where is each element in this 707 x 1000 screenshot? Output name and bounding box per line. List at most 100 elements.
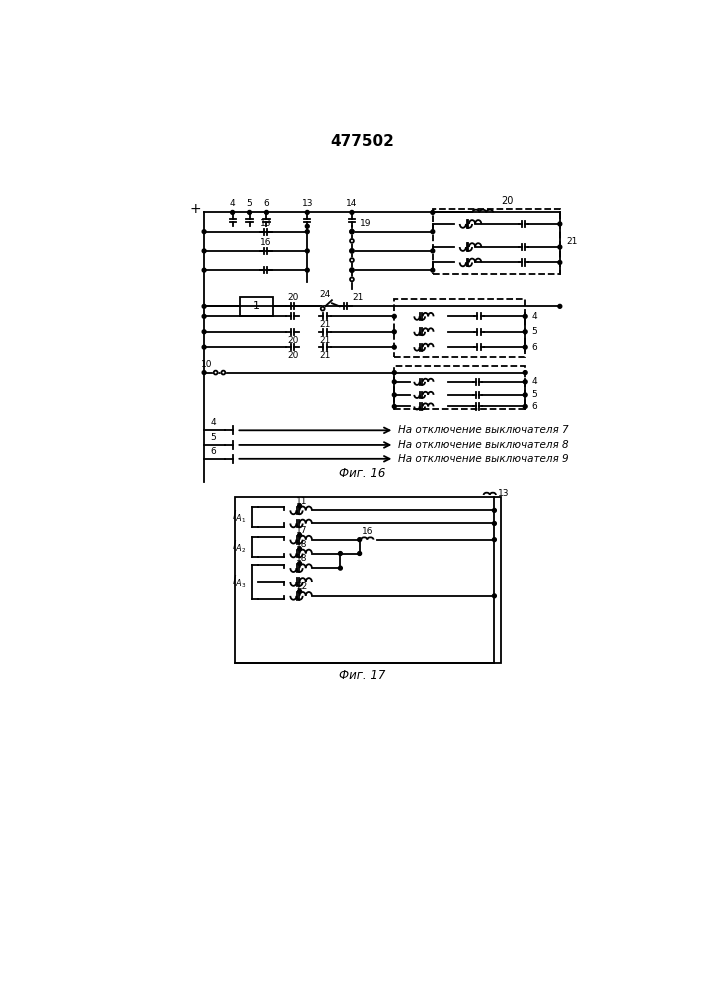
Text: Фиг. 16: Фиг. 16 (339, 467, 385, 480)
Circle shape (392, 345, 396, 349)
Text: 17: 17 (296, 526, 308, 535)
Text: 20: 20 (287, 351, 298, 360)
Text: 18: 18 (296, 554, 308, 563)
Circle shape (523, 314, 527, 318)
Circle shape (431, 230, 435, 234)
Text: 21: 21 (566, 237, 578, 246)
Circle shape (523, 345, 527, 349)
Circle shape (431, 210, 435, 214)
Bar (240, 297, 273, 316)
Circle shape (358, 552, 361, 555)
Circle shape (523, 405, 527, 408)
Circle shape (202, 345, 206, 349)
Text: 21: 21 (320, 351, 331, 360)
Text: 6: 6 (532, 343, 537, 352)
Text: 4: 4 (532, 377, 537, 386)
Circle shape (202, 230, 206, 234)
Circle shape (321, 307, 325, 311)
Circle shape (493, 508, 496, 512)
Circle shape (431, 268, 435, 272)
Text: 24: 24 (320, 290, 331, 299)
Circle shape (358, 538, 361, 542)
Text: 5: 5 (532, 327, 537, 336)
Circle shape (305, 249, 309, 253)
Text: На отключение выключателя 7: На отключение выключателя 7 (398, 425, 568, 435)
Text: 4: 4 (532, 312, 537, 321)
Circle shape (298, 533, 301, 537)
Circle shape (350, 230, 354, 234)
Circle shape (230, 210, 235, 214)
Circle shape (202, 371, 206, 374)
Circle shape (339, 566, 342, 570)
Circle shape (298, 547, 301, 551)
Bar (395, 366, 525, 409)
Circle shape (350, 258, 354, 262)
Text: 13: 13 (498, 489, 510, 498)
Text: 16: 16 (361, 527, 373, 536)
Circle shape (493, 594, 496, 598)
Bar (433, 209, 560, 274)
Text: 21: 21 (320, 336, 331, 345)
Circle shape (493, 538, 496, 542)
Text: 13: 13 (260, 219, 271, 228)
Circle shape (350, 268, 354, 272)
Circle shape (350, 210, 354, 214)
Circle shape (214, 371, 218, 374)
Text: 20: 20 (287, 293, 298, 302)
Circle shape (298, 589, 301, 593)
Circle shape (523, 380, 527, 384)
Text: 11: 11 (296, 497, 308, 506)
Circle shape (305, 210, 309, 214)
Circle shape (523, 330, 527, 334)
Text: 6: 6 (532, 402, 537, 411)
Circle shape (350, 277, 354, 281)
Circle shape (392, 371, 396, 374)
Text: 1: 1 (253, 301, 260, 311)
Circle shape (392, 405, 396, 408)
Text: 16: 16 (260, 238, 271, 247)
Text: 5: 5 (532, 390, 537, 399)
Circle shape (298, 562, 301, 565)
Circle shape (202, 330, 206, 334)
Text: $I_{A_3}$: $I_{A_3}$ (232, 574, 247, 590)
Circle shape (221, 371, 226, 374)
Circle shape (558, 222, 562, 226)
Circle shape (558, 245, 562, 249)
Circle shape (202, 249, 206, 253)
Text: $I_{A_2}$: $I_{A_2}$ (233, 538, 247, 555)
Text: На отключение выключателя 8: На отключение выключателя 8 (398, 440, 568, 450)
Circle shape (264, 210, 269, 214)
Bar (235, 497, 501, 663)
Circle shape (305, 224, 309, 228)
Circle shape (392, 330, 396, 334)
Text: 13: 13 (301, 199, 313, 208)
Circle shape (350, 230, 354, 234)
Circle shape (247, 210, 252, 214)
Circle shape (202, 304, 206, 308)
Text: На отключение выключателя 9: На отключение выключателя 9 (398, 454, 568, 464)
Text: 21: 21 (320, 320, 331, 329)
Circle shape (305, 230, 309, 234)
Text: $I_{A_1}$: $I_{A_1}$ (233, 509, 247, 525)
Text: 21: 21 (352, 293, 363, 302)
Circle shape (298, 504, 301, 508)
Circle shape (523, 393, 527, 397)
Text: 14: 14 (346, 199, 358, 208)
Circle shape (350, 239, 354, 243)
Text: 6: 6 (211, 447, 216, 456)
Circle shape (558, 261, 562, 264)
Circle shape (493, 522, 496, 525)
Text: 477502: 477502 (330, 134, 394, 149)
Circle shape (202, 268, 206, 272)
Circle shape (202, 314, 206, 318)
Text: 22: 22 (296, 582, 308, 591)
Text: 18: 18 (296, 540, 308, 549)
Circle shape (339, 552, 342, 555)
Circle shape (558, 304, 562, 308)
Text: 5: 5 (211, 433, 216, 442)
Circle shape (305, 268, 309, 272)
Circle shape (350, 268, 354, 272)
Circle shape (392, 393, 396, 397)
Text: 5: 5 (247, 199, 252, 208)
Circle shape (431, 249, 435, 253)
